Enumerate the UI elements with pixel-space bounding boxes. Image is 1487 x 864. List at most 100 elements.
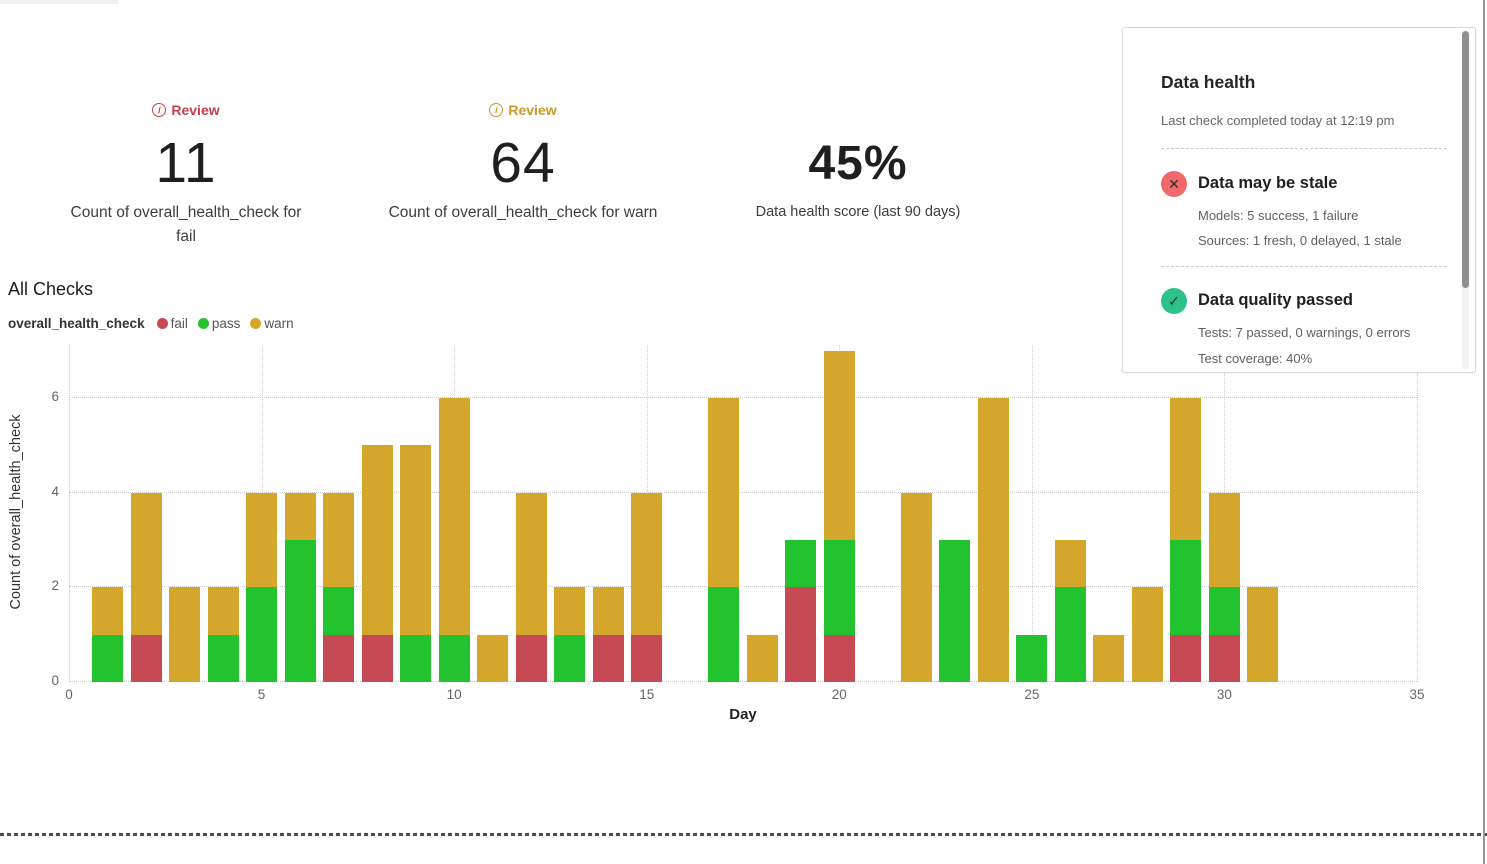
- bar-segment-warn-day-15[interactable]: [631, 492, 663, 635]
- bar-segment-warn-day-22[interactable]: [900, 492, 932, 682]
- bar-segment-warn-day-3[interactable]: [169, 587, 201, 682]
- bar-day-15[interactable]: [631, 492, 663, 682]
- bar-segment-warn-day-26[interactable]: [1054, 540, 1086, 588]
- review-badge-warn[interactable]: i Review: [489, 101, 557, 119]
- bar-segment-warn-day-13[interactable]: [554, 587, 586, 635]
- bar-segment-pass-day-30[interactable]: [1208, 587, 1240, 635]
- bar-day-25[interactable]: [1016, 634, 1048, 682]
- x-tick-label-15: 15: [639, 687, 655, 702]
- bar-day-8[interactable]: [361, 445, 393, 682]
- bar-day-5[interactable]: [246, 492, 278, 682]
- bar-day-31[interactable]: [1247, 587, 1279, 682]
- bar-segment-warn-day-28[interactable]: [1131, 587, 1163, 682]
- bar-segment-pass-day-9[interactable]: [400, 634, 432, 682]
- bar-segment-warn-day-18[interactable]: [746, 634, 778, 682]
- bar-day-2[interactable]: [130, 492, 162, 682]
- bar-day-12[interactable]: [515, 492, 547, 682]
- bar-segment-pass-day-25[interactable]: [1016, 634, 1048, 682]
- bar-segment-warn-day-10[interactable]: [438, 398, 470, 635]
- bar-segment-pass-day-23[interactable]: [939, 540, 971, 682]
- bar-segment-pass-day-7[interactable]: [323, 587, 355, 635]
- review-badge-fail[interactable]: i Review: [152, 101, 220, 119]
- bar-segment-warn-day-27[interactable]: [1093, 634, 1125, 682]
- bar-segment-pass-day-26[interactable]: [1054, 587, 1086, 682]
- bar-segment-fail-day-12[interactable]: [515, 634, 547, 682]
- bar-segment-fail-day-14[interactable]: [592, 634, 624, 682]
- bottom-dotted-divider: [0, 833, 1487, 836]
- bar-day-28[interactable]: [1131, 587, 1163, 682]
- bar-segment-warn-day-11[interactable]: [477, 634, 509, 682]
- bar-day-24[interactable]: [977, 398, 1009, 682]
- bar-day-23[interactable]: [939, 540, 971, 682]
- bar-day-7[interactable]: [323, 492, 355, 682]
- gridline-y-2: [69, 586, 1417, 588]
- bar-segment-warn-day-30[interactable]: [1208, 492, 1240, 588]
- y-tick-label-6: 6: [51, 389, 59, 405]
- bar-segment-warn-day-8[interactable]: [361, 445, 393, 635]
- bar-segment-pass-day-13[interactable]: [554, 634, 586, 682]
- bar-segment-pass-day-4[interactable]: [207, 634, 239, 682]
- bar-segment-warn-day-4[interactable]: [207, 587, 239, 635]
- bar-segment-warn-day-9[interactable]: [400, 445, 432, 635]
- bar-segment-pass-day-19[interactable]: [785, 540, 817, 588]
- bar-segment-fail-day-15[interactable]: [631, 634, 663, 682]
- bar-day-10[interactable]: [438, 398, 470, 682]
- bar-segment-fail-day-2[interactable]: [130, 634, 162, 682]
- bar-segment-pass-day-29[interactable]: [1170, 540, 1202, 635]
- bar-day-30[interactable]: [1208, 492, 1240, 682]
- bar-segment-warn-day-7[interactable]: [323, 492, 355, 588]
- bar-segment-pass-day-5[interactable]: [246, 587, 278, 682]
- bar-segment-pass-day-1[interactable]: [92, 634, 123, 682]
- legend-label-warn: warn: [264, 316, 294, 331]
- bar-day-26[interactable]: [1054, 540, 1086, 682]
- bar-day-11[interactable]: [477, 634, 509, 682]
- legend-item-warn[interactable]: warn: [250, 316, 294, 331]
- bar-segment-warn-day-17[interactable]: [708, 398, 740, 588]
- bar-segment-warn-day-20[interactable]: [823, 350, 855, 541]
- bar-segment-warn-day-24[interactable]: [977, 398, 1009, 682]
- bar-day-14[interactable]: [592, 587, 624, 682]
- bar-day-18[interactable]: [746, 634, 778, 682]
- legend-item-fail[interactable]: fail: [156, 316, 188, 331]
- bar-segment-warn-day-12[interactable]: [515, 492, 547, 635]
- bar-segment-warn-day-5[interactable]: [246, 492, 278, 588]
- bar-day-9[interactable]: [400, 445, 432, 682]
- bar-day-1[interactable]: [92, 587, 123, 682]
- x-icon: ✕: [1168, 176, 1180, 192]
- bar-segment-fail-day-20[interactable]: [823, 634, 855, 682]
- bar-day-19[interactable]: [785, 540, 817, 682]
- bar-segment-warn-day-14[interactable]: [592, 587, 624, 635]
- bar-segment-fail-day-7[interactable]: [323, 634, 355, 682]
- bar-segment-pass-day-17[interactable]: [708, 587, 740, 682]
- bar-day-6[interactable]: [284, 492, 316, 682]
- data-health-panel: Data health Last check completed today a…: [1122, 27, 1476, 373]
- bar-day-27[interactable]: [1093, 634, 1125, 682]
- legend-label-fail: fail: [170, 316, 188, 331]
- gridline-x-0: [69, 345, 70, 682]
- bar-segment-fail-day-8[interactable]: [361, 634, 393, 682]
- bar-day-22[interactable]: [900, 492, 932, 682]
- bar-day-4[interactable]: [207, 587, 239, 682]
- bar-segment-warn-day-1[interactable]: [92, 587, 123, 635]
- bar-day-13[interactable]: [554, 587, 586, 682]
- bar-segment-warn-day-29[interactable]: [1170, 398, 1202, 541]
- bar-day-20[interactable]: [823, 350, 855, 682]
- bar-segment-warn-day-6[interactable]: [284, 492, 316, 541]
- panel-scrollbar-thumb[interactable]: [1462, 31, 1469, 288]
- bar-day-3[interactable]: [169, 587, 201, 682]
- x-tick-label-10: 10: [446, 687, 462, 702]
- bar-segment-warn-day-31[interactable]: [1247, 587, 1279, 682]
- bar-segment-pass-day-10[interactable]: [438, 634, 470, 682]
- bar-segment-fail-day-30[interactable]: [1208, 634, 1240, 682]
- bar-segment-fail-day-29[interactable]: [1170, 634, 1202, 682]
- bar-day-17[interactable]: [708, 398, 740, 682]
- bar-segment-pass-day-20[interactable]: [823, 540, 855, 635]
- bar-day-29[interactable]: [1170, 398, 1202, 682]
- x-tick-label-30: 30: [1216, 687, 1232, 702]
- metric-value-score: 45%: [808, 137, 908, 190]
- bar-segment-pass-day-6[interactable]: [284, 540, 316, 682]
- bar-segment-fail-day-19[interactable]: [785, 587, 817, 682]
- legend-item-pass[interactable]: pass: [197, 316, 240, 331]
- bar-segment-warn-day-2[interactable]: [130, 492, 162, 635]
